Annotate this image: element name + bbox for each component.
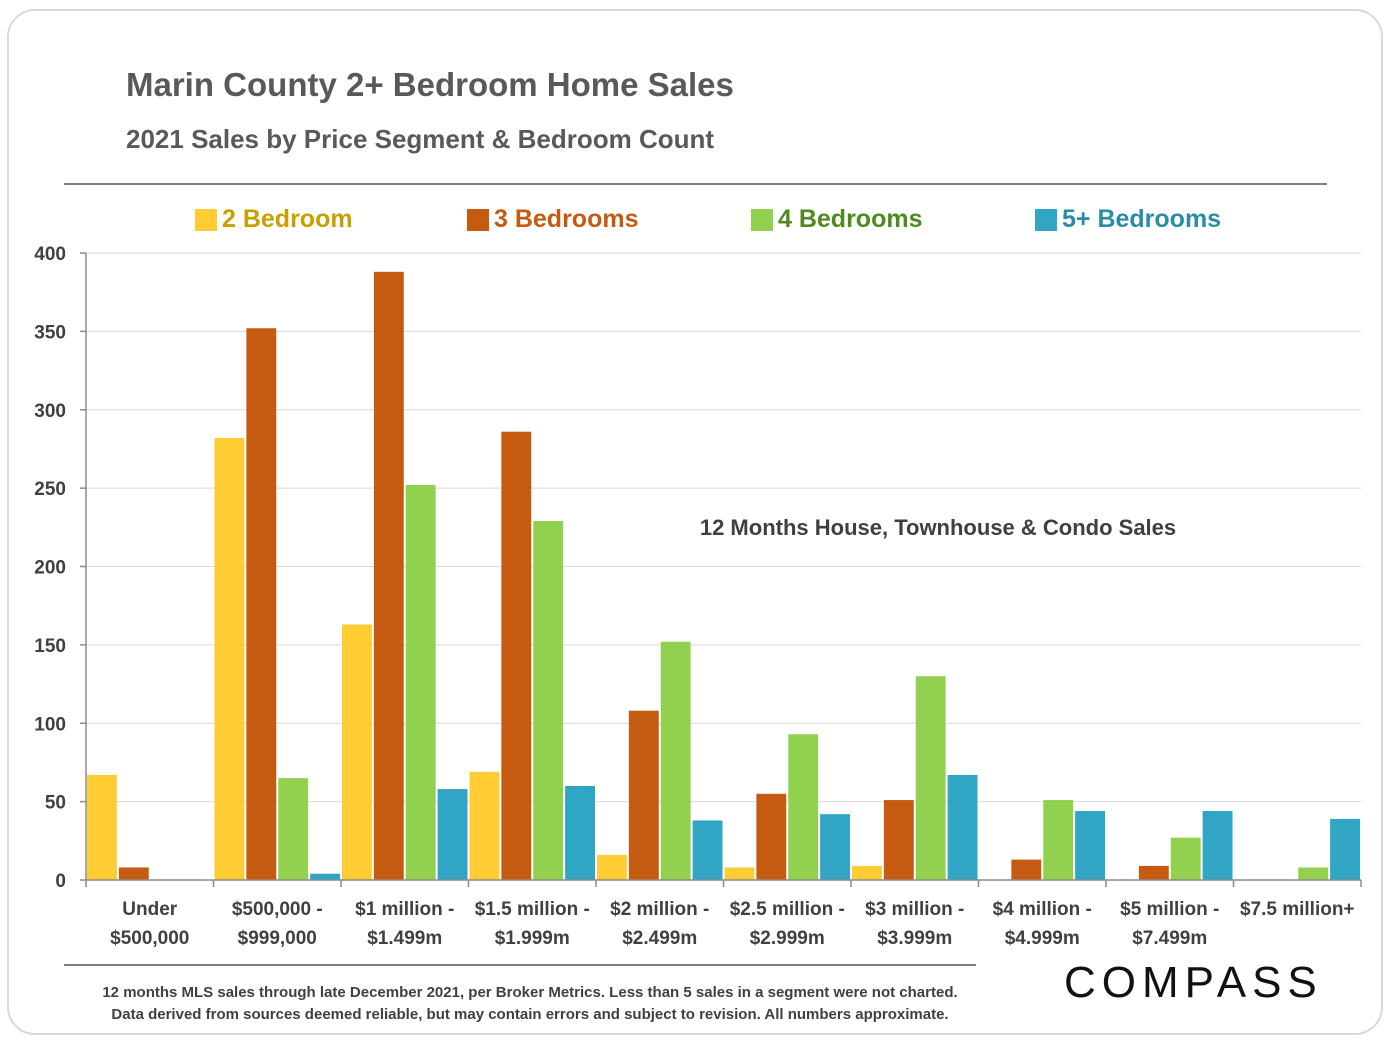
- chart-annotation: 12 Months House, Townhouse & Condo Sales: [700, 515, 1176, 540]
- legend-label-5-bedrooms: 5+ Bedrooms: [1062, 205, 1222, 233]
- legend-swatch-4-bedrooms: [751, 208, 773, 231]
- bar: [342, 624, 372, 880]
- x-tick-label: $7.499m: [1132, 928, 1207, 949]
- bar: [756, 793, 787, 880]
- y-tick-label: 350: [34, 322, 66, 343]
- y-tick-label: 250: [34, 479, 66, 500]
- bars: [87, 271, 1360, 880]
- bar: [788, 734, 819, 880]
- header-divider: [64, 183, 1327, 185]
- bar: [660, 641, 691, 880]
- y-tick-label: 400: [34, 244, 66, 265]
- x-tick-label: $7.5 million+: [1240, 899, 1355, 920]
- legend-swatch-2-bedroom: [195, 208, 217, 231]
- x-tick-label: $1.5 million -: [475, 899, 590, 920]
- bar: [692, 820, 723, 880]
- bar: [214, 437, 245, 880]
- compass-logo: COMPASS: [1064, 958, 1323, 1007]
- x-tick-label: $500,000 -: [232, 899, 323, 920]
- legend-swatch-5-bedrooms: [1035, 208, 1057, 231]
- bar: [1011, 859, 1042, 880]
- y-tick-label: 200: [34, 558, 66, 579]
- footer-divider: [64, 964, 976, 966]
- bar: [883, 800, 914, 880]
- x-tick-label: $5 million -: [1120, 899, 1219, 920]
- bar: [915, 676, 946, 880]
- bar: [533, 521, 564, 880]
- footnote-line-1: 12 months MLS sales through late Decembe…: [102, 984, 958, 1001]
- x-tick-label: $500,000: [110, 928, 189, 949]
- bar: [1043, 800, 1074, 880]
- legend-5-bedrooms: 5+ Bedrooms: [1035, 205, 1221, 234]
- legend-4-bedrooms: 4 Bedrooms: [751, 205, 922, 234]
- chart-title: Marin County 2+ Bedroom Home Sales: [126, 66, 734, 103]
- tick-labels: 0 50 100 150 200 250 300 350 400 Under $500,000 $50…: [34, 244, 1354, 949]
- legend-2-bedroom: 2 Bedroom: [195, 205, 353, 234]
- bar: [278, 778, 309, 880]
- bar: [628, 710, 659, 880]
- bar: [310, 873, 340, 880]
- y-tick-label: 100: [34, 714, 66, 735]
- bar: [1330, 818, 1360, 880]
- bar: [565, 785, 595, 880]
- bar: [724, 867, 755, 880]
- footnote-line-2: Data derived from sources deemed reliabl…: [111, 1006, 949, 1023]
- x-tick-label: $4 million -: [993, 899, 1092, 920]
- bar: [373, 271, 404, 880]
- axes: [80, 252, 1362, 887]
- bar: [1202, 811, 1233, 880]
- bar: [1298, 867, 1329, 880]
- legend-label-2-bedroom: 2 Bedroom: [222, 205, 353, 233]
- x-tick-label: $3 million -: [865, 899, 964, 920]
- chart-subtitle: 2021 Sales by Price Segment & Bedroom Co…: [126, 124, 715, 154]
- y-tick-label: 300: [34, 401, 66, 422]
- x-tick-label: $4.999m: [1005, 928, 1080, 949]
- x-tick-label: $2.499m: [622, 928, 697, 949]
- bar: [501, 431, 532, 880]
- x-tick-label: $2.999m: [750, 928, 825, 949]
- y-tick-label: 0: [55, 871, 66, 892]
- legend-swatch-3-bedrooms: [467, 208, 489, 231]
- bar: [405, 484, 436, 880]
- bar: [469, 771, 500, 880]
- x-tick-label: $1.499m: [367, 928, 442, 949]
- y-tick-label: 50: [45, 793, 66, 814]
- bar: [87, 774, 117, 880]
- bar: [947, 774, 978, 880]
- x-tick-label: $2.5 million -: [730, 899, 845, 920]
- bar: [437, 789, 468, 880]
- bar: [1075, 811, 1105, 880]
- bar: [852, 865, 882, 880]
- bar: [118, 867, 149, 880]
- legend-label-3-bedrooms: 3 Bedrooms: [494, 205, 639, 233]
- legend-label-4-bedrooms: 4 Bedrooms: [778, 205, 923, 233]
- bar: [1170, 837, 1201, 880]
- y-tick-label: 150: [34, 636, 66, 657]
- x-tick-label: Under: [122, 899, 178, 920]
- x-tick-label: $999,000: [238, 928, 317, 949]
- x-tick-label: $3.999m: [877, 928, 952, 949]
- bar: [246, 328, 277, 880]
- x-tick-label: $2 million -: [610, 899, 709, 920]
- x-tick-label: $1 million -: [355, 899, 454, 920]
- bar: [820, 814, 850, 880]
- x-tick-label: $1.999m: [495, 928, 570, 949]
- bar: [597, 854, 627, 880]
- bar: [1138, 865, 1169, 880]
- legend-3-bedrooms: 3 Bedrooms: [467, 205, 638, 234]
